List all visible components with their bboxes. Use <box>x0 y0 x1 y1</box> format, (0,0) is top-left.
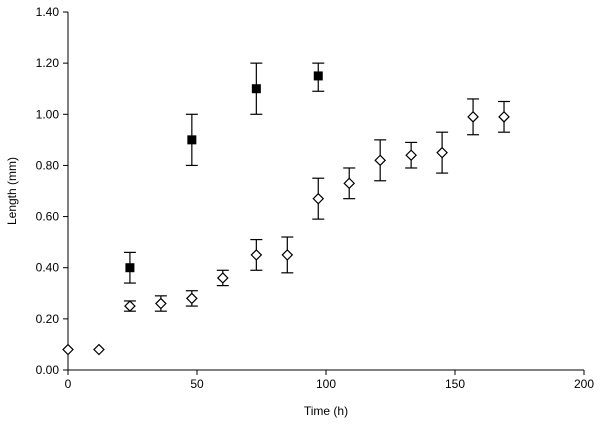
data-point-diamond <box>124 300 136 312</box>
data-point-diamond <box>216 272 229 284</box>
data-point-diamond <box>467 110 479 123</box>
series-0 <box>123 62 325 284</box>
data-point-diamond <box>250 249 263 261</box>
data-point-square <box>313 71 323 81</box>
data-point-square <box>251 84 261 94</box>
y-axis-title: Length (mm) <box>5 157 19 225</box>
data-point-diamond <box>498 110 510 123</box>
data-point-diamond <box>343 177 356 190</box>
y-tick-label: 1.40 <box>36 5 60 19</box>
data-marks <box>62 62 511 356</box>
plot-area: 0.00 0.20 0.40 0.60 0.80 1.00 1.20 1.40 0 50 100 1… <box>36 5 595 391</box>
x-tick-label: 0 <box>65 377 72 391</box>
x-tick-label: 150 <box>445 377 465 391</box>
x-tick-label: 200 <box>574 377 594 391</box>
data-point-diamond <box>436 146 448 159</box>
data-point-square <box>125 263 135 273</box>
x-tick-label: 100 <box>316 377 336 391</box>
data-point-diamond <box>312 192 325 205</box>
series-1 <box>62 98 511 356</box>
y-tick-label: 0.20 <box>36 312 60 326</box>
y-tick-label: 0.00 <box>36 363 60 377</box>
y-tick-label: 0.60 <box>36 210 60 224</box>
data-point-diamond <box>93 343 105 356</box>
data-point-diamond <box>155 297 167 310</box>
y-tick-label: 0.80 <box>36 158 60 172</box>
x-ticks: 0 50 100 150 200 <box>65 370 594 391</box>
data-point-diamond <box>405 149 417 162</box>
y-tick-label: 0.40 <box>36 261 60 275</box>
data-point-diamond <box>281 249 294 261</box>
x-axis-title: Time (h) <box>304 404 348 418</box>
x-tick-label: 50 <box>190 377 204 391</box>
data-point-diamond <box>185 292 198 305</box>
y-tick-label: 1.00 <box>36 107 60 121</box>
data-point-square <box>187 135 197 145</box>
data-point-diamond <box>62 343 74 356</box>
y-tick-label: 1.20 <box>36 56 60 70</box>
data-point-diamond <box>374 154 387 167</box>
y-ticks: 0.00 0.20 0.40 0.60 0.80 1.00 1.20 1.40 <box>36 5 68 377</box>
